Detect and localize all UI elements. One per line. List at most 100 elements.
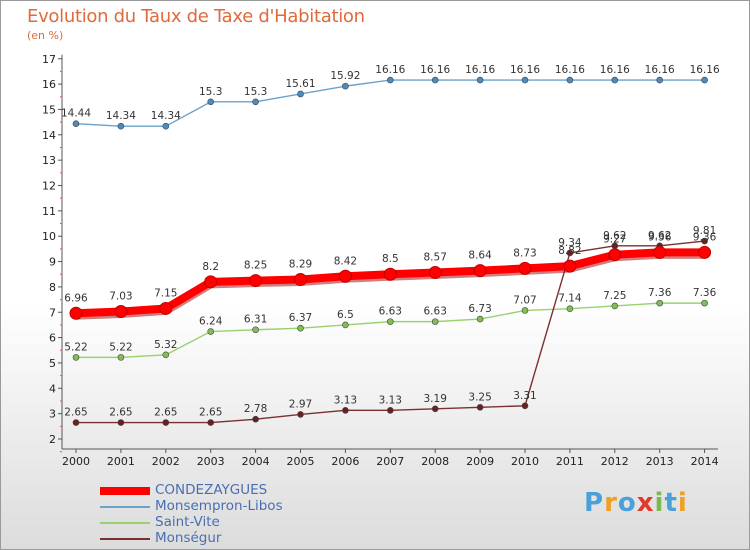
data-point bbox=[204, 275, 218, 289]
y-tick-label: 6 bbox=[49, 332, 56, 345]
data-label: 16.16 bbox=[645, 64, 675, 76]
data-point bbox=[563, 259, 577, 273]
data-label: 16.16 bbox=[465, 64, 495, 76]
x-tick-label: 2010 bbox=[511, 455, 539, 468]
data-label: 9.62 bbox=[648, 230, 671, 242]
data-point bbox=[428, 265, 442, 279]
y-tick-label: 4 bbox=[49, 382, 56, 395]
data-point bbox=[656, 76, 664, 84]
x-tick-label: 2000 bbox=[62, 455, 90, 468]
data-label: 15.3 bbox=[199, 86, 222, 98]
data-point bbox=[117, 419, 125, 426]
data-point bbox=[338, 269, 352, 283]
data-label: 2.97 bbox=[289, 398, 312, 410]
data-label: 6.63 bbox=[424, 306, 447, 318]
data-point bbox=[518, 261, 532, 275]
legend-swatch bbox=[100, 538, 150, 540]
series-layer bbox=[69, 76, 712, 426]
y-tick-label: 10 bbox=[42, 230, 56, 243]
data-label: 14.34 bbox=[151, 110, 181, 122]
logo-letter: o bbox=[617, 488, 637, 518]
data-label: 7.03 bbox=[109, 290, 132, 302]
data-point bbox=[207, 98, 214, 106]
data-point bbox=[294, 273, 307, 287]
data-point bbox=[698, 245, 712, 259]
data-point bbox=[159, 301, 173, 315]
series-mons-gur bbox=[72, 237, 708, 426]
data-label: 6.37 bbox=[289, 312, 312, 324]
legend-label: Monségur bbox=[155, 530, 222, 546]
unit-label: (en %) bbox=[27, 29, 64, 42]
data-point bbox=[386, 407, 394, 414]
x-tick-label: 2012 bbox=[601, 455, 629, 468]
logo-letter: i bbox=[654, 488, 665, 518]
data-label: 9.27 bbox=[603, 234, 626, 246]
logo-letter: x bbox=[636, 488, 655, 518]
data-label: 15.3 bbox=[244, 86, 267, 98]
data-point bbox=[521, 76, 529, 84]
data-label: 8.42 bbox=[334, 255, 357, 267]
axes: 2 3 4 5 6 7 8 9 10 11 12 13 14 15 16 17 2000 2001 2002 2003… bbox=[42, 53, 719, 468]
data-point bbox=[521, 402, 529, 410]
logo-letter: i bbox=[677, 488, 688, 518]
data-label: 9.36 bbox=[693, 231, 717, 243]
data-point bbox=[72, 354, 80, 361]
data-label: 3.25 bbox=[468, 391, 491, 403]
x-tick-label: 2009 bbox=[466, 455, 494, 468]
y-tick-label: 9 bbox=[49, 256, 56, 269]
data-label: 9.34 bbox=[558, 237, 582, 249]
data-label: 8.2 bbox=[202, 261, 219, 273]
data-point bbox=[431, 76, 439, 84]
data-point bbox=[72, 120, 80, 127]
data-label: 9.36 bbox=[648, 231, 672, 243]
data-point bbox=[476, 404, 484, 411]
data-label: 8.25 bbox=[244, 260, 267, 272]
data-label: 16.16 bbox=[600, 64, 630, 76]
data-point bbox=[476, 76, 484, 84]
data-point bbox=[431, 405, 439, 413]
data-point bbox=[476, 315, 484, 323]
data-point bbox=[701, 299, 708, 307]
data-point bbox=[207, 419, 214, 426]
legend-swatch bbox=[100, 522, 150, 524]
data-label: 7.36 bbox=[693, 287, 717, 299]
y-tick-label: 17 bbox=[42, 53, 56, 66]
data-point bbox=[162, 122, 170, 130]
data-point bbox=[566, 249, 574, 257]
data-point bbox=[386, 318, 394, 325]
logo-letter: t bbox=[664, 488, 678, 518]
data-label: 3.31 bbox=[513, 390, 536, 402]
chart-title: Evolution du Taux de Taxe d'Habitation bbox=[27, 6, 365, 27]
y-tick-label: 2 bbox=[49, 433, 56, 446]
data-label: 9.62 bbox=[603, 230, 626, 242]
data-label: 16.16 bbox=[375, 64, 405, 76]
data-label: 16.16 bbox=[420, 64, 450, 76]
data-label: 16.16 bbox=[690, 64, 720, 76]
data-point bbox=[611, 302, 619, 310]
data-point bbox=[249, 274, 263, 288]
y-tick-label: 7 bbox=[49, 306, 56, 319]
y-tick-label: 8 bbox=[49, 281, 56, 294]
data-point bbox=[117, 354, 125, 361]
data-point bbox=[611, 76, 619, 84]
x-tick-label: 2013 bbox=[646, 455, 674, 468]
data-point bbox=[114, 304, 128, 318]
data-label: 6.63 bbox=[379, 306, 402, 318]
data-point bbox=[72, 419, 80, 426]
series-condezaygues bbox=[69, 245, 712, 320]
data-label: 8.73 bbox=[513, 247, 536, 259]
data-label: 15.61 bbox=[285, 78, 315, 90]
logo-letter: r bbox=[604, 488, 618, 518]
data-point bbox=[69, 306, 83, 320]
x-tick-label: 2014 bbox=[691, 455, 719, 468]
x-tick-label: 2007 bbox=[376, 455, 404, 468]
data-point bbox=[386, 76, 394, 84]
data-label: 3.19 bbox=[424, 393, 447, 405]
data-point bbox=[431, 318, 439, 325]
data-point bbox=[521, 307, 529, 314]
data-point bbox=[342, 321, 349, 329]
data-label: 5.32 bbox=[154, 339, 177, 351]
y-tick-label: 15 bbox=[42, 103, 56, 116]
x-tick-label: 2011 bbox=[556, 455, 584, 468]
